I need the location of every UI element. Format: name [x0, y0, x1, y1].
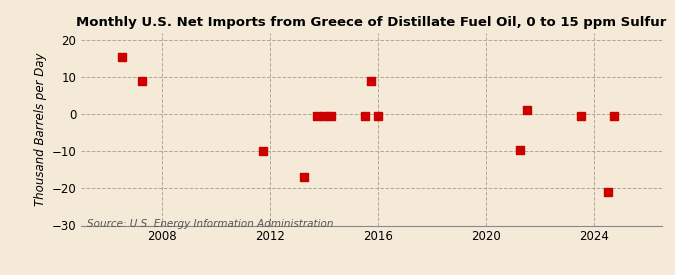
Point: [136, 79, 147, 83]
Text: Source: U.S. Energy Information Administration: Source: U.S. Energy Information Administ…: [87, 219, 333, 229]
Point: [575, 113, 586, 118]
Point: [298, 175, 309, 180]
Point: [312, 113, 323, 118]
Point: [319, 113, 329, 118]
Point: [325, 113, 336, 118]
Point: [373, 113, 383, 118]
Point: [521, 108, 532, 112]
Point: [609, 113, 620, 118]
Point: [602, 190, 613, 194]
Point: [366, 79, 377, 83]
Title: Monthly U.S. Net Imports from Greece of Distillate Fuel Oil, 0 to 15 ppm Sulfur: Monthly U.S. Net Imports from Greece of …: [76, 16, 666, 29]
Point: [514, 147, 525, 152]
Point: [359, 113, 370, 118]
Y-axis label: Thousand Barrels per Day: Thousand Barrels per Day: [34, 53, 47, 206]
Point: [258, 149, 269, 154]
Point: [116, 55, 127, 59]
